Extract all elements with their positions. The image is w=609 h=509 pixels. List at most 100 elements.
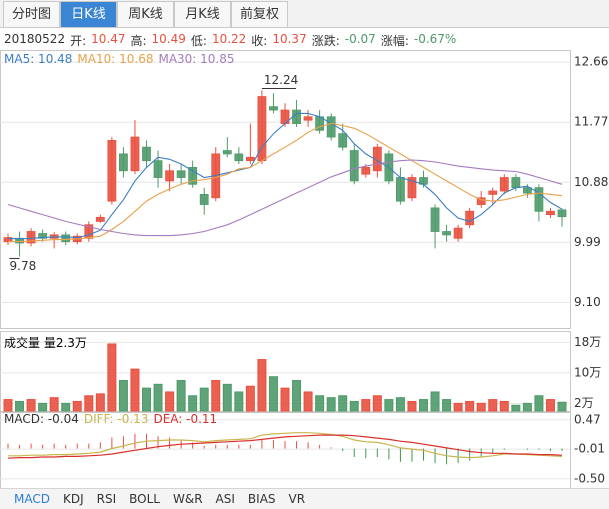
- ma-line: [7, 159, 563, 237]
- volume-bar: [38, 402, 48, 412]
- low-label: 9.78: [10, 259, 37, 273]
- volume-bar: [211, 380, 221, 412]
- volume-bar: [257, 359, 267, 412]
- candle-body: [338, 133, 348, 148]
- volume-legend: 成交量 量2.3万: [4, 334, 87, 351]
- candle-body: [165, 170, 174, 182]
- candle-body: [61, 234, 71, 243]
- volume-bar: [522, 402, 532, 412]
- candle-body: [546, 210, 555, 216]
- volume-bar: [245, 385, 255, 412]
- volume-bar: [384, 399, 394, 412]
- quote-label: 涨跌:: [311, 34, 340, 48]
- candle-body: [245, 156, 255, 162]
- panel-border: [0, 331, 571, 412]
- candle-body: [119, 153, 128, 172]
- quote-info: 20180522 开: 10.47 高: 10.49 低: 10.22 收: 10.37 涨跌: -…: [4, 32, 456, 49]
- y-tick-label: -0.50: [574, 471, 605, 485]
- indicator-tab[interactable]: VR: [288, 492, 306, 506]
- macd-line: [8, 432, 563, 459]
- volume-bar: [326, 397, 336, 412]
- volume-bar: [488, 399, 498, 412]
- volume-bar: [338, 395, 348, 412]
- candle-body: [234, 153, 244, 162]
- candle-body: [511, 177, 521, 189]
- volume-bar: [15, 400, 25, 412]
- y-tick-label: 2万: [574, 396, 594, 410]
- period-tab[interactable]: 分时图: [3, 1, 60, 27]
- volume-bar: [442, 399, 452, 412]
- volume-bar: [176, 380, 186, 412]
- indicator-tab[interactable]: BOLL: [129, 492, 160, 506]
- volume-bar: [84, 395, 94, 412]
- quote-value: 10.49: [151, 32, 186, 46]
- volume-bar: [130, 368, 140, 412]
- candle-body: [557, 209, 567, 218]
- legend-entry: MACD: -0.04: [4, 412, 79, 426]
- quote-label: 高:: [130, 34, 147, 48]
- macd-line: [7, 434, 563, 459]
- candle-body: [349, 150, 359, 182]
- volume-bar: [222, 383, 232, 412]
- quote-value: -0.07: [344, 32, 376, 46]
- volume-bar: [407, 400, 417, 412]
- period-tab[interactable]: 周K线: [117, 1, 174, 27]
- candle-body: [326, 116, 336, 138]
- candle-body: [130, 136, 140, 172]
- volume-bar: [499, 400, 509, 412]
- volume-bar: [95, 393, 105, 412]
- period-tab[interactable]: 日K线: [60, 1, 117, 27]
- indicator-tab[interactable]: ASI: [215, 492, 235, 506]
- legend-entry: DEA: -0.11: [153, 412, 218, 426]
- indicator-tab[interactable]: W&R: [172, 492, 203, 506]
- volume-bar: [142, 387, 151, 412]
- y-tick-label: -0.01: [574, 442, 605, 456]
- candle-body: [84, 224, 94, 239]
- volume-bar: [268, 376, 278, 412]
- candle-body: [269, 106, 278, 111]
- period-tab[interactable]: 月K线: [174, 1, 231, 27]
- period-tabs: 分时图 日K线 周K线 月K线 前复权: [0, 0, 609, 28]
- candle-body: [107, 140, 117, 202]
- y-tick-label: 12.66: [574, 55, 608, 69]
- volume-bar: [49, 397, 59, 412]
- volume-bar: [453, 402, 463, 412]
- volume-bar: [199, 387, 209, 412]
- y-tick-label: 18万: [574, 335, 601, 349]
- candle-body: [95, 216, 105, 222]
- volume-bar: [315, 395, 325, 412]
- indicator-tab[interactable]: KDJ: [62, 492, 84, 506]
- candle-body: [499, 177, 509, 192]
- candle-body: [188, 167, 198, 185]
- indicator-tab[interactable]: BIAS: [247, 492, 276, 506]
- candle-body: [361, 167, 371, 175]
- volume-bar: [465, 400, 475, 412]
- candle-body: [38, 233, 48, 239]
- y-tick-label: 10万: [574, 365, 601, 379]
- candle-body: [465, 210, 475, 226]
- quote-value: 10.47: [91, 32, 126, 46]
- ma-legend: MA5: 10.48 MA10: 10.68 MA30: 10.85: [4, 52, 235, 66]
- candle-body: [488, 190, 498, 195]
- candle-body: [176, 170, 186, 178]
- volume-bar: [395, 397, 405, 412]
- quote-value: -0.67%: [413, 32, 457, 46]
- volume-bar: [419, 399, 428, 412]
- volume-bar: [534, 395, 544, 412]
- volume-bar: [430, 391, 440, 412]
- period-tab[interactable]: 前复权: [231, 1, 288, 27]
- candle-body: [430, 207, 440, 232]
- candle-body: [153, 160, 163, 178]
- volume-bar: [3, 399, 13, 412]
- indicator-tab[interactable]: RSI: [96, 492, 117, 506]
- legend-entry: MA30: 10.85: [158, 52, 235, 66]
- volume-bar: [61, 402, 71, 412]
- indicator-tab[interactable]: MACD: [14, 492, 50, 506]
- indicator-tabs: MACD KDJ RSI BOLL W&R ASI BIAS VR: [0, 488, 609, 509]
- volume-bar: [372, 395, 382, 412]
- quote-label: 开:: [70, 34, 87, 48]
- candle-body: [534, 187, 544, 212]
- volume-title: 成交量 量2.3万: [4, 336, 87, 350]
